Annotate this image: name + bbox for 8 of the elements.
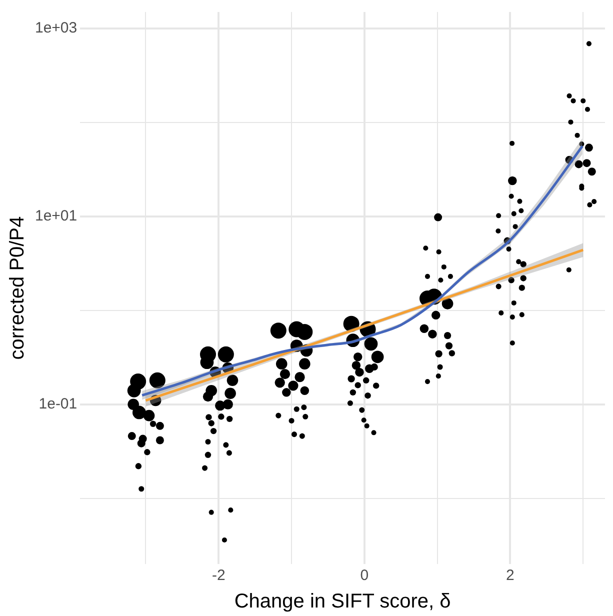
y-tick-label: 1e-01 bbox=[38, 396, 78, 413]
x-axis-title: Change in SIFT score, δ bbox=[234, 590, 451, 613]
x-tick-label: 0 bbox=[360, 567, 369, 584]
x-tick-label: -2 bbox=[212, 567, 226, 584]
y-tick-label: 1e+01 bbox=[34, 208, 78, 225]
x-tick-label: 2 bbox=[506, 567, 514, 584]
y-tick-label: 1e+03 bbox=[34, 20, 78, 37]
y-axis-title: corrected P0/P4 bbox=[6, 216, 29, 360]
